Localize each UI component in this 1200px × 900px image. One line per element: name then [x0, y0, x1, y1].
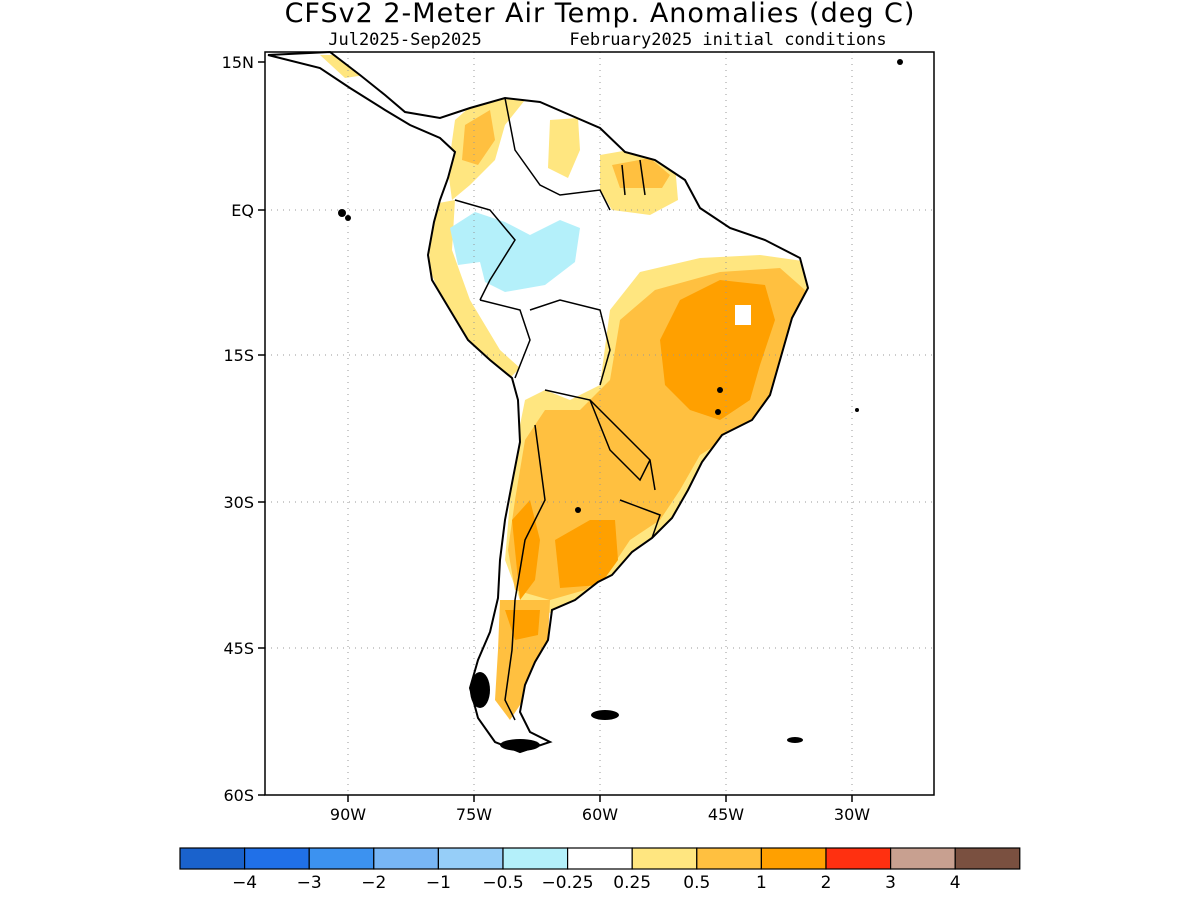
colorbar-swatch: [889, 847, 956, 870]
lon-label-75w: 75W: [456, 805, 492, 824]
lat-label-eq: EQ: [231, 201, 254, 220]
colorbar-tick-label: 3: [885, 873, 896, 893]
anomaly-patch: [555, 520, 618, 588]
anomaly-patch: [462, 110, 495, 165]
colorbar-tick-label: −0.25: [542, 873, 594, 893]
islands: [338, 59, 903, 751]
colorbar-tick-label: 1: [756, 873, 767, 893]
colorbar-swatch: [825, 847, 892, 870]
lon-label-60w: 60W: [582, 805, 618, 824]
colorbar-swatch: [631, 847, 698, 870]
colorbar-tick-label: −4: [232, 873, 257, 893]
lat-label-15s: 15S: [223, 346, 254, 365]
colorbar-swatch: [179, 847, 246, 870]
colorbar-tick-label: −1: [426, 873, 451, 893]
colorbar-tick-label: −3: [297, 873, 322, 893]
lon-label-30w: 30W: [834, 805, 870, 824]
colorbar-tick-label: 4: [950, 873, 961, 893]
axis-ticks: [258, 61, 853, 802]
colorbar-swatch: [696, 847, 762, 870]
colorbar-swatch: [373, 847, 439, 870]
figure-title: CFSv2 2-Meter Air Temp. Anomalies (deg C…: [285, 0, 916, 29]
forecast-period-label: Jul2025-Sep2025: [328, 30, 482, 50]
lon-label-90w: 90W: [330, 805, 366, 824]
anomaly-shading: [320, 55, 808, 720]
lon-label-45w: 45W: [708, 805, 744, 824]
anomaly-patch: [548, 118, 580, 178]
colorbar-tick-label: 2: [821, 873, 832, 893]
coastline: [267, 50, 810, 754]
lat-label-60s: 60S: [223, 786, 254, 805]
colorbar-swatch: [566, 847, 633, 870]
lat-label-45s: 45S: [223, 639, 254, 658]
anomaly-patch: [450, 212, 580, 292]
anomaly-patch: [735, 305, 751, 325]
colorbar-swatch: [244, 847, 310, 870]
colorbar: [179, 847, 1021, 870]
colorbar-swatch: [437, 847, 504, 870]
initial-conditions-label: February2025 initial conditions: [569, 30, 886, 50]
colorbar-swatch: [308, 847, 375, 870]
anomaly-patch: [612, 158, 670, 188]
colorbar-tick-label: 0.5: [683, 873, 710, 893]
colorbar-swatch: [502, 847, 569, 870]
colorbar-labels: −4 −3 −2 −1 −0.5 −0.25 0.25 0.5 1 2 3 4: [232, 873, 961, 893]
colorbar-swatch: [954, 847, 1021, 870]
colorbar-tick-label: −2: [361, 873, 386, 893]
anomaly-patch: [428, 200, 520, 378]
colorbar-tick-label: −0.5: [482, 873, 523, 893]
country-borders: [454, 97, 661, 721]
colorbar-tick-label: 0.25: [613, 873, 651, 893]
lat-label-15n: 15N: [222, 53, 254, 72]
colorbar-swatch: [760, 847, 827, 870]
lat-label-30s: 30S: [223, 493, 254, 512]
